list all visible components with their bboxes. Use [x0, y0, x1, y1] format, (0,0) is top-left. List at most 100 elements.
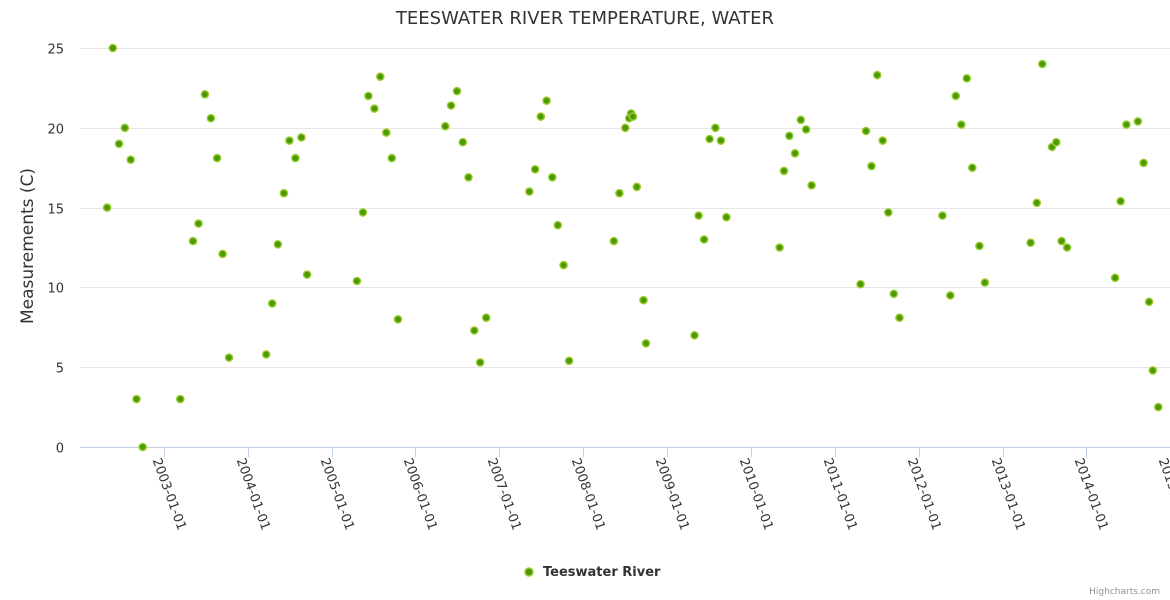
data-point[interactable] [705, 134, 714, 144]
data-point[interactable] [530, 164, 540, 174]
data-point[interactable] [525, 187, 534, 196]
data-point[interactable] [1144, 297, 1154, 307]
data-point[interactable] [889, 289, 899, 299]
data-point[interactable] [291, 153, 300, 163]
data-point[interactable] [212, 153, 222, 163]
data-point[interactable] [1057, 236, 1066, 246]
data-point[interactable] [872, 70, 882, 80]
data-point[interactable] [938, 211, 947, 220]
data-point[interactable] [1038, 59, 1047, 69]
data-point[interactable] [261, 350, 271, 359]
data-point[interactable] [475, 358, 485, 367]
data-point[interactable] [564, 356, 574, 366]
data-point[interactable] [381, 128, 391, 137]
data-point[interactable] [856, 279, 865, 289]
data-point[interactable] [861, 126, 871, 136]
data-point[interactable] [716, 136, 726, 145]
data-point[interactable] [469, 326, 479, 335]
data-point[interactable] [114, 139, 124, 149]
data-point[interactable] [884, 208, 893, 217]
data-point[interactable] [632, 182, 642, 192]
data-point[interactable] [1026, 238, 1035, 247]
data-point[interactable] [1154, 402, 1163, 412]
data-point[interactable] [980, 278, 990, 287]
data-point[interactable] [694, 211, 703, 220]
data-point[interactable] [975, 241, 984, 251]
data-point[interactable] [615, 188, 624, 198]
data-point[interactable] [358, 208, 368, 217]
data-point[interactable] [458, 137, 468, 147]
data-point[interactable] [641, 338, 651, 348]
data-point[interactable] [1052, 137, 1061, 147]
data-point[interactable] [481, 313, 491, 323]
data-point[interactable] [1110, 273, 1120, 283]
data-point[interactable] [542, 96, 551, 105]
data-point[interactable] [790, 148, 800, 158]
data-point[interactable] [267, 299, 277, 308]
data-point[interactable] [628, 112, 638, 121]
data-point[interactable] [126, 155, 135, 164]
data-point[interactable] [302, 270, 312, 279]
data-point[interactable] [120, 123, 130, 133]
data-point[interactable] [801, 125, 811, 134]
data-point[interactable] [206, 113, 216, 123]
data-point[interactable] [285, 136, 294, 145]
data-point[interactable] [102, 203, 112, 212]
data-point[interactable] [108, 43, 118, 53]
data-point[interactable] [387, 153, 397, 163]
data-point[interactable] [639, 295, 648, 305]
data-point[interactable] [548, 172, 557, 182]
data-point[interactable] [352, 276, 362, 286]
data-point[interactable] [224, 353, 234, 362]
data-point[interactable] [279, 188, 289, 198]
data-point[interactable] [364, 91, 373, 101]
data-point[interactable] [951, 91, 961, 101]
data-point[interactable] [609, 236, 619, 246]
data-point[interactable] [1032, 198, 1042, 208]
data-point[interactable] [690, 330, 699, 340]
data-point[interactable] [175, 394, 185, 404]
data-point[interactable] [968, 163, 977, 172]
data-point[interactable] [553, 220, 563, 230]
data-point[interactable] [962, 74, 972, 83]
data-point[interactable] [1122, 120, 1131, 129]
data-point[interactable] [194, 219, 203, 228]
data-point[interactable] [132, 394, 141, 404]
data-point[interactable] [779, 166, 789, 176]
data-point[interactable] [957, 120, 966, 129]
data-point[interactable] [440, 121, 450, 131]
data-point[interactable] [775, 243, 784, 252]
data-point[interactable] [138, 442, 147, 452]
data-point[interactable] [1133, 117, 1143, 126]
data-point[interactable] [722, 212, 731, 222]
data-point[interactable] [1148, 366, 1158, 375]
data-point[interactable] [536, 112, 546, 121]
data-point[interactable] [867, 161, 876, 171]
data-point[interactable] [946, 291, 955, 300]
data-point[interactable] [393, 314, 403, 324]
credits-link[interactable]: Highcharts.com [1089, 587, 1160, 597]
data-point[interactable] [785, 131, 794, 141]
data-point[interactable] [464, 172, 473, 182]
data-point[interactable] [878, 136, 888, 145]
data-point[interactable] [1062, 243, 1072, 252]
data-point[interactable] [446, 101, 456, 110]
data-point[interactable] [375, 72, 385, 81]
data-point[interactable] [559, 260, 568, 270]
data-point[interactable] [452, 86, 462, 96]
data-point[interactable] [621, 123, 630, 133]
data-point[interactable] [370, 104, 379, 113]
data-point[interactable] [711, 123, 720, 133]
data-point[interactable] [200, 90, 210, 99]
data-point[interactable] [1116, 196, 1125, 206]
data-point[interactable] [1139, 158, 1148, 168]
data-point[interactable] [699, 235, 709, 244]
data-point[interactable] [807, 180, 816, 190]
data-point[interactable] [218, 249, 227, 259]
data-point[interactable] [796, 115, 806, 125]
data-point[interactable] [297, 133, 306, 142]
data-point[interactable] [188, 236, 198, 246]
data-point[interactable] [273, 239, 283, 249]
data-point[interactable] [895, 313, 904, 323]
legend-item-teeswater-river[interactable]: Teeswater River [524, 565, 661, 580]
